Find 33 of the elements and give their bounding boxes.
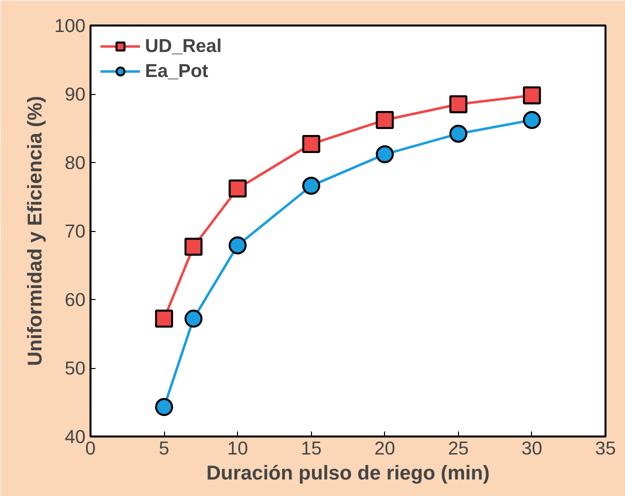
y-tick-label: 40 xyxy=(64,426,86,447)
y-axis-title: Uniformidad y Eficiencia (%) xyxy=(24,96,46,366)
x-axis-title: Duración pulso de riego (min) xyxy=(206,462,490,484)
x-tick-label: 35 xyxy=(595,438,616,458)
point xyxy=(449,95,468,114)
x-tick-label: 20 xyxy=(374,438,396,458)
x-tick-label: 10 xyxy=(227,438,248,458)
point xyxy=(302,176,320,195)
x-tick-label: 0 xyxy=(85,438,96,458)
y-tick-label: 60 xyxy=(64,289,86,310)
point xyxy=(449,124,468,143)
point xyxy=(228,236,247,254)
x-tick-label: 25 xyxy=(448,438,469,458)
point xyxy=(155,398,174,416)
point xyxy=(302,135,320,154)
y-tick-label: 100 xyxy=(54,15,86,36)
point xyxy=(184,310,202,328)
x-tick-label: 15 xyxy=(300,438,322,458)
y-tick-label: 80 xyxy=(64,152,86,173)
point xyxy=(155,310,174,328)
point xyxy=(228,180,247,198)
point xyxy=(522,111,541,130)
y-tick-label: 50 xyxy=(64,358,86,378)
point xyxy=(376,111,394,130)
x-tick-label: 30 xyxy=(522,438,542,458)
y-tick-label: 70 xyxy=(64,220,86,242)
point xyxy=(376,145,394,164)
point xyxy=(522,86,541,104)
point xyxy=(184,238,202,256)
y-tick-label: 90 xyxy=(64,84,86,104)
x-tick-label: 5 xyxy=(158,438,170,458)
legend-label: Ea_Pot xyxy=(145,60,208,82)
legend-label: UD_Real xyxy=(145,35,222,57)
